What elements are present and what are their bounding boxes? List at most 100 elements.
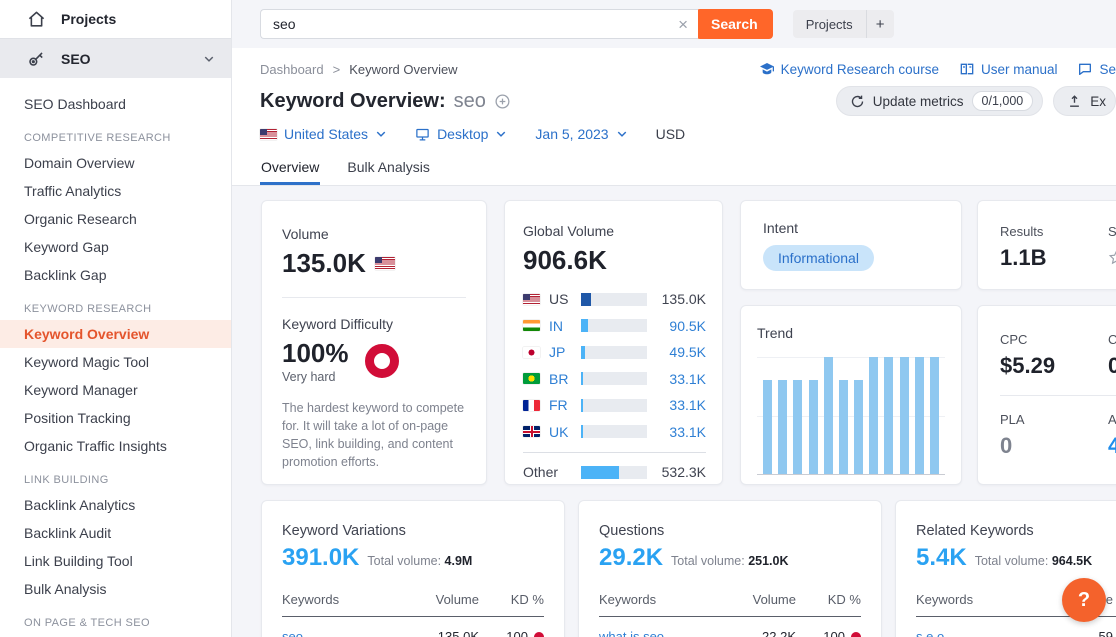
user-manual-link[interactable]: User manual [959,61,1057,77]
trend-bar [778,380,788,474]
serp-features-label: SF [1108,224,1116,239]
trend-bar [808,380,818,474]
trend-label: Trend [757,325,794,341]
header-actions: Update metrics 0/1,000 Ex [835,86,1116,116]
desktop-icon [416,128,429,140]
add-tab-button[interactable]: + [865,10,894,38]
questions-total-volume: 251.0K [748,554,789,568]
section-link-building: LINK BUILDING [24,474,109,486]
questions-card: Questions 29.2K Total volume: 251.0K Key… [578,500,882,637]
export-button[interactable]: Ex [1053,86,1116,116]
keyword-link[interactable]: seo [282,629,303,637]
chevron-down-icon [617,131,626,137]
chevron-down-icon [376,131,386,137]
breadcrumb-separator: > [332,61,341,77]
projects-tab-group: Projects + [792,10,894,38]
add-keyword-icon[interactable] [494,93,511,110]
section-competitive-research: COMPETITIVE RESEARCH [24,132,171,144]
country-row-us: US 135.0K [523,286,706,313]
us-flag-icon [260,128,277,140]
pla-label: PLA [1000,412,1025,427]
kd-value: 100% [282,338,349,368]
section-keyword-research: KEYWORD RESEARCH [24,303,152,315]
keyword-link[interactable]: what is seo [599,629,665,637]
breadcrumb-dashboard[interactable]: Dashboard [260,61,324,77]
trend-bar [914,357,924,474]
keyword-variations-card: Keyword Variations 391.0K Total volume: … [261,500,565,637]
ads-value: 4 [1108,433,1116,458]
us-flag-icon [523,293,540,305]
intent-label: Intent [763,220,799,236]
projects-tab-button[interactable]: Projects [793,10,866,38]
main-area: × Search Projects + Dashboard > Keyword … [232,0,1116,637]
trend-bar [869,357,879,474]
tab-overview[interactable]: Overview [260,159,320,185]
table-row: s.e.o 59 [916,629,1116,637]
volume-bar [581,372,647,386]
trend-chart [757,357,945,475]
refresh-icon [851,95,863,107]
cpc-label: CPC [1000,332,1028,347]
topbar: × Search Projects + [232,0,1116,48]
date-filter[interactable]: Jan 5, 2023 [535,126,627,142]
book-icon [960,63,974,75]
search-button[interactable]: Search [696,9,773,39]
sidebar-item-backlink-gap[interactable]: Backlink Gap [24,267,107,283]
country-filter[interactable]: United States [260,126,387,142]
sidebar-item-bulk-analysis[interactable]: Bulk Analysis [24,581,107,597]
search-input[interactable] [260,9,698,39]
volume-bar [581,292,647,306]
sidebar-item-seo-dashboard[interactable]: SEO Dashboard [24,96,126,112]
keyword-research-course-link[interactable]: Keyword Research course [759,61,939,77]
sidebar-item-backlink-audit[interactable]: Backlink Audit [24,525,112,541]
sidebar-item-traffic-analytics[interactable]: Traffic Analytics [24,183,122,199]
kd-label: Keyword Difficulty [282,316,394,332]
related-total-volume: 964.5K [1051,554,1093,568]
sidebar-item-domain-overview[interactable]: Domain Overview [24,155,135,171]
header-links: Keyword Research course User manual Se [759,61,1116,77]
breadcrumb: Dashboard > Keyword Overview [260,62,458,77]
clear-search-icon[interactable]: × [678,14,688,34]
volume-value: 135.0K [282,248,466,279]
star-icon [1108,250,1116,265]
tab-bulk-analysis[interactable]: Bulk Analysis [347,159,430,175]
sidebar-item-organic-research[interactable]: Organic Research [24,211,137,227]
volume-bar [581,425,647,439]
sidebar-item-keyword-manager[interactable]: Keyword Manager [24,382,138,398]
help-button[interactable]: ? [1062,578,1106,622]
sidebar-item-seo[interactable]: SEO [0,38,231,78]
sidebar-item-projects[interactable]: Projects [0,0,231,38]
kd-dot-icon [851,631,861,637]
table-header: Keywords Volume KD % [599,592,861,617]
device-filter[interactable]: Desktop [415,126,507,142]
trend-card: Trend [740,305,962,485]
update-metrics-button[interactable]: Update metrics 0/1,000 [835,86,1044,116]
volume-bar [581,465,647,479]
intent-badge[interactable]: Informational [763,245,874,271]
page-title: Keyword Overview: seo [260,90,511,113]
related-count[interactable]: 5.4K [916,544,967,571]
feedback-link[interactable]: Se [1077,61,1116,77]
sidebar-item-organic-traffic-insights[interactable]: Organic Traffic Insights [24,438,167,454]
variations-count[interactable]: 391.0K [282,544,360,571]
volume-bar [581,319,647,333]
trend-bar [823,357,833,474]
country-row-fr: FR 33.1K [523,392,706,419]
questions-count[interactable]: 29.2K [599,544,664,571]
trend-bar [763,380,772,474]
sidebar-item-link-building-tool[interactable]: Link Building Tool [24,553,133,569]
volume-label: Volume [282,226,329,242]
ads-label: Ad [1108,412,1116,427]
volume-kd-card: Volume 135.0K Keyword Difficulty 100% Ve… [261,200,487,485]
kd-dot-icon [534,631,544,637]
sidebar-item-keyword-gap[interactable]: Keyword Gap [24,239,109,255]
country-row-other: Other 532.3K [523,464,706,481]
sidebar-item-position-tracking[interactable]: Position Tracking [24,410,131,426]
page-header: Dashboard > Keyword Overview Keyword Res… [232,48,1116,186]
uk-flag-icon [523,426,540,438]
sidebar-item-keyword-magic-tool[interactable]: Keyword Magic Tool [24,354,150,370]
sidebar-item-backlink-analytics[interactable]: Backlink Analytics [24,497,136,513]
sidebar-item-keyword-overview[interactable]: Keyword Overview [0,320,231,348]
keyword-link[interactable]: s.e.o [916,629,945,637]
trend-bar [838,380,848,474]
